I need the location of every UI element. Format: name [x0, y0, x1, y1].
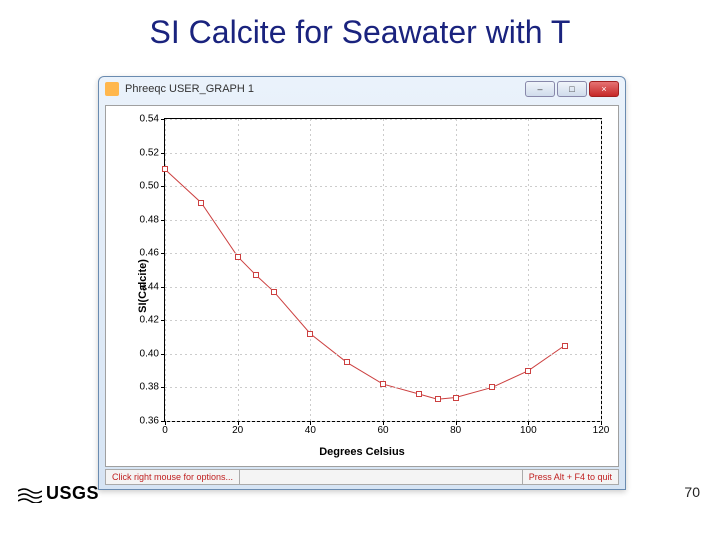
tick-label-x: 80 [450, 425, 461, 436]
tick-label-y: 0.44 [140, 281, 159, 292]
tick-label-x: 0 [162, 425, 168, 436]
grid-line-v [383, 119, 384, 421]
data-marker [562, 343, 568, 349]
app-icon [105, 82, 119, 96]
data-marker [307, 331, 313, 337]
app-window: Phreeqc USER_GRAPH 1 – □ × SI(Calcite) D… [98, 76, 626, 490]
data-marker [525, 368, 531, 374]
data-marker [489, 384, 495, 390]
tick-label-x: 100 [520, 425, 537, 436]
grid-line-v [165, 119, 166, 421]
maximize-button[interactable]: □ [557, 81, 587, 97]
data-marker [162, 166, 168, 172]
data-marker [380, 381, 386, 387]
chart-pane: SI(Calcite) Degrees Celsius 0.360.380.40… [105, 105, 619, 467]
plot-area[interactable]: 0.360.380.400.420.440.460.480.500.520.54… [164, 118, 602, 422]
tick-label-y: 0.52 [140, 147, 159, 158]
grid-line-v [456, 119, 457, 421]
close-button[interactable]: × [589, 81, 619, 97]
tick-label-y: 0.48 [140, 214, 159, 225]
tick-label-x: 120 [593, 425, 610, 436]
window-titlebar[interactable]: Phreeqc USER_GRAPH 1 – □ × [99, 77, 625, 101]
window-title: Phreeqc USER_GRAPH 1 [125, 83, 525, 95]
minimize-button[interactable]: – [525, 81, 555, 97]
grid-line-v [528, 119, 529, 421]
tick-label-y: 0.46 [140, 248, 159, 259]
data-marker [344, 359, 350, 365]
usgs-waves-icon [18, 485, 42, 503]
status-spacer [240, 469, 522, 485]
tick-label-x: 20 [232, 425, 243, 436]
grid-line-v [238, 119, 239, 421]
data-marker [235, 254, 241, 260]
status-left: Click right mouse for options... [105, 469, 240, 485]
data-marker [253, 272, 259, 278]
x-axis-label: Degrees Celsius [106, 446, 618, 458]
status-right: Press Alt + F4 to quit [522, 469, 619, 485]
data-marker [198, 200, 204, 206]
data-marker [435, 396, 441, 402]
data-marker [271, 289, 277, 295]
slide-title: SI Calcite for Seawater with T [0, 0, 720, 59]
page-number: 70 [684, 484, 700, 500]
usgs-logo: USGS [18, 483, 99, 504]
series-line [165, 169, 565, 399]
usgs-text: USGS [46, 483, 99, 504]
grid-line-v [601, 119, 602, 421]
data-marker [453, 395, 459, 401]
tick-label-x: 60 [377, 425, 388, 436]
status-bar: Click right mouse for options... Press A… [105, 469, 619, 485]
window-controls: – □ × [525, 81, 619, 97]
tick-label-y: 0.40 [140, 348, 159, 359]
tick-label-y: 0.50 [140, 181, 159, 192]
data-marker [416, 391, 422, 397]
grid-line-v [310, 119, 311, 421]
tick-label-y: 0.42 [140, 315, 159, 326]
tick-label-y: 0.36 [140, 416, 159, 427]
tick-label-y: 0.54 [140, 114, 159, 125]
tick-label-x: 40 [305, 425, 316, 436]
tick-label-y: 0.38 [140, 382, 159, 393]
